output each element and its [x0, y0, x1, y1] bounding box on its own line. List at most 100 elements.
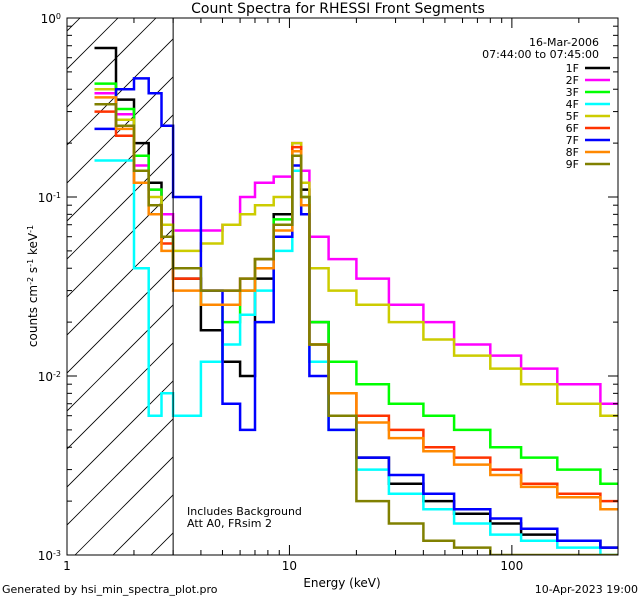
- x-tick-label: 1: [63, 559, 71, 573]
- data-point-5F: [471, 354, 474, 357]
- data-point-5F: [371, 303, 374, 306]
- data-point-1F: [104, 47, 107, 49]
- data-point-2F: [140, 164, 143, 167]
- hatch-line: [112, 494, 174, 555]
- hatch-line: [67, 76, 174, 184]
- data-point-6F: [166, 242, 169, 245]
- hatch-line: [67, 190, 174, 298]
- data-point-8F: [504, 474, 507, 476]
- data-point-4F: [186, 414, 188, 417]
- data-point-7F: [504, 517, 507, 520]
- data-point-6F: [124, 134, 126, 137]
- data-point-3F: [318, 321, 320, 324]
- data-point-5F: [538, 383, 541, 386]
- data-point-1F: [405, 482, 408, 485]
- data-point-5F: [341, 289, 344, 292]
- data-point-3F: [341, 360, 344, 363]
- data-point-9F: [282, 223, 284, 226]
- y-axis-label: counts cm-2 s-1 keV-1: [26, 225, 41, 347]
- data-point-8F: [341, 392, 344, 395]
- data-point-7F: [471, 508, 474, 511]
- data-point-5F: [282, 196, 284, 198]
- data-point-9F: [371, 500, 374, 503]
- legend-label-6F: 6F: [566, 122, 579, 135]
- data-point-5F: [504, 367, 507, 370]
- data-point-7F: [186, 196, 188, 198]
- data-point-6F: [504, 468, 507, 471]
- data-point-9F: [437, 539, 440, 542]
- data-point-7F: [230, 402, 233, 405]
- data-point-6F: [538, 482, 541, 485]
- data-point-3F: [140, 154, 143, 157]
- data-point-2F: [608, 402, 611, 405]
- data-point-2F: [371, 277, 374, 280]
- data-point-3F: [437, 414, 440, 417]
- data-point-1F: [140, 142, 143, 145]
- data-point-4F: [318, 360, 320, 363]
- data-point-8F: [210, 303, 213, 306]
- data-point-8F: [246, 289, 249, 292]
- y-tick-label: 10-3: [38, 549, 61, 564]
- hatch-line: [67, 418, 174, 526]
- data-point-1F: [124, 98, 126, 101]
- y-tick-label: 10-1: [38, 191, 61, 206]
- data-point-5F: [577, 402, 580, 405]
- data-point-7F: [124, 88, 126, 91]
- data-point-1F: [282, 213, 284, 216]
- data-point-1F: [154, 181, 157, 184]
- hatch-line: [67, 18, 81, 32]
- data-point-1F: [437, 500, 440, 503]
- data-point-3F: [154, 188, 157, 191]
- data-point-7F: [154, 92, 157, 95]
- data-point-7F: [104, 128, 107, 130]
- data-point-7F: [282, 235, 284, 238]
- data-point-6F: [437, 446, 440, 449]
- annotation-attenuator: Att A0, FRsim 2: [187, 517, 272, 530]
- data-point-5F: [230, 223, 233, 226]
- data-point-9F: [186, 267, 188, 270]
- data-point-4F: [471, 522, 474, 525]
- legend-label-8F: 8F: [566, 146, 579, 159]
- data-point-4F: [154, 414, 157, 417]
- legend-label-9F: 9F: [566, 158, 579, 171]
- x-axis-label: Energy (keV): [303, 576, 380, 590]
- data-point-7F: [371, 456, 374, 459]
- data-point-9F: [318, 343, 320, 346]
- data-point-2F: [186, 229, 188, 232]
- legend-label-7F: 7F: [566, 134, 579, 147]
- data-point-5F: [124, 118, 126, 121]
- data-point-5F: [405, 321, 408, 324]
- data-point-9F: [405, 522, 408, 525]
- legend-label-4F: 4F: [566, 98, 579, 111]
- data-point-8F: [371, 421, 374, 424]
- data-point-6F: [295, 146, 298, 149]
- data-point-1F: [263, 277, 266, 280]
- data-point-6F: [104, 110, 107, 113]
- data-point-9F: [341, 414, 344, 417]
- data-point-8F: [186, 289, 188, 292]
- x-tick-label: 100: [500, 559, 523, 573]
- data-point-8F: [166, 249, 169, 252]
- data-point-2F: [282, 175, 284, 178]
- data-point-2F: [405, 303, 408, 306]
- plot-frame: [66, 17, 619, 556]
- data-point-9F: [124, 124, 126, 127]
- data-point-2F: [538, 367, 541, 370]
- data-point-1F: [304, 188, 307, 191]
- data-point-6F: [471, 456, 474, 459]
- data-point-1F: [538, 533, 541, 536]
- data-point-5F: [186, 249, 188, 252]
- data-point-2F: [124, 113, 126, 116]
- data-point-8F: [282, 229, 284, 232]
- data-point-9F: [230, 289, 233, 292]
- data-point-3F: [608, 482, 611, 485]
- hatch-region: [67, 18, 174, 555]
- data-point-9F: [154, 204, 157, 207]
- data-point-2F: [263, 181, 266, 184]
- data-point-4F: [371, 468, 374, 471]
- hatch-line: [67, 380, 174, 488]
- legend-label-2F: 2F: [566, 74, 579, 87]
- data-point-4F: [504, 533, 507, 536]
